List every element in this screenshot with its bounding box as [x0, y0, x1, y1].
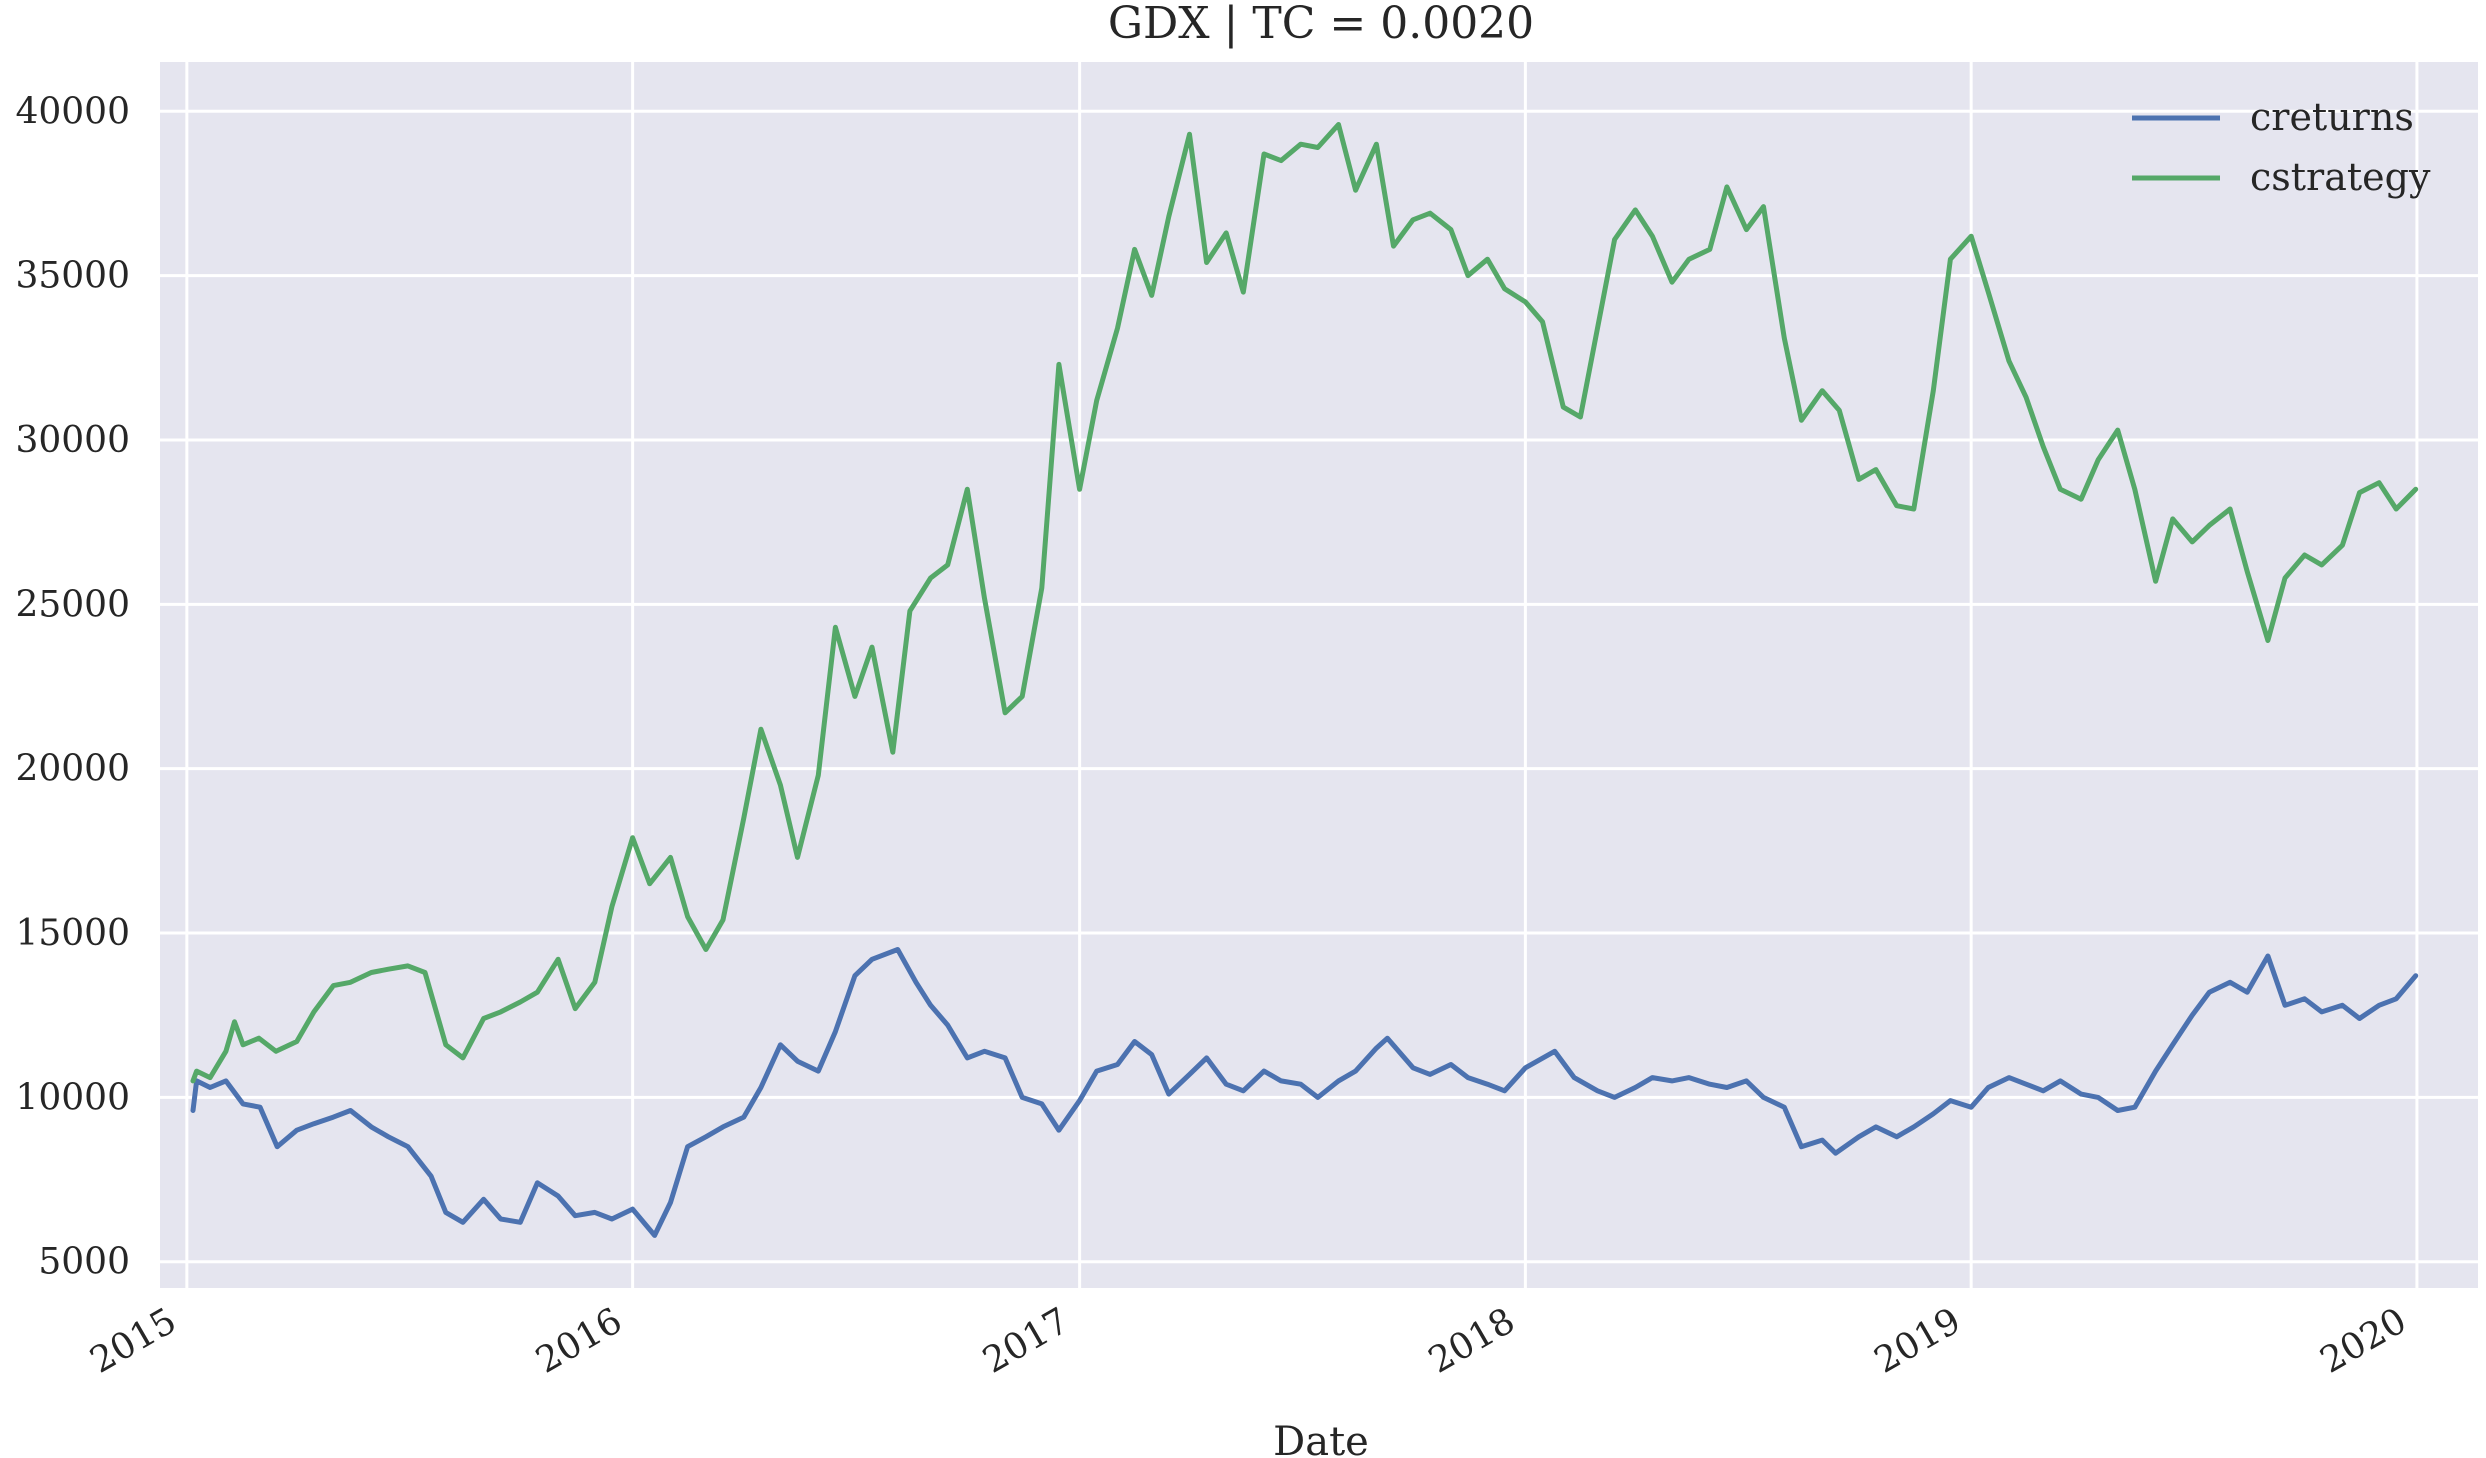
y-tick-label: 5000: [38, 1242, 130, 1283]
x-tick-label: 2015: [84, 1300, 184, 1381]
series-line-cstrategy: [190, 122, 2419, 1084]
x-axis: 2015 2016 2017 2018 2019 2020: [84, 1300, 2414, 1381]
x-tick-label: 2017: [976, 1300, 1076, 1381]
y-tick-label: 40000: [15, 91, 130, 132]
y-tick-label: 10000: [15, 1077, 130, 1118]
x-tick-label: 2016: [529, 1300, 629, 1381]
legend: creturns cstrategy: [2132, 95, 2431, 199]
series-line-creturns: [190, 947, 2419, 1238]
x-axis-title: Date: [1273, 1419, 1369, 1458]
y-tick-label: 15000: [15, 913, 130, 954]
y-tick-label: 35000: [15, 256, 130, 297]
x-tick-label: 2020: [2314, 1300, 2414, 1381]
x-tick-label: 2019: [1868, 1300, 1968, 1381]
grid: [160, 62, 2478, 1288]
y-tick-label: 20000: [15, 749, 130, 790]
series-layer: [190, 122, 2419, 1238]
y-axis: 5000 10000 15000 20000 25000 30000 35000 40000: [15, 91, 130, 1282]
plot-area: [160, 62, 2478, 1288]
y-tick-label: 25000: [15, 584, 130, 625]
chart-title: GDX | TC = 0.0020: [1108, 0, 1534, 49]
legend-label-creturns: creturns: [2250, 95, 2414, 139]
y-tick-label: 30000: [15, 420, 130, 461]
legend-label-cstrategy: cstrategy: [2250, 155, 2431, 199]
x-tick-label: 2018: [1422, 1300, 1522, 1381]
